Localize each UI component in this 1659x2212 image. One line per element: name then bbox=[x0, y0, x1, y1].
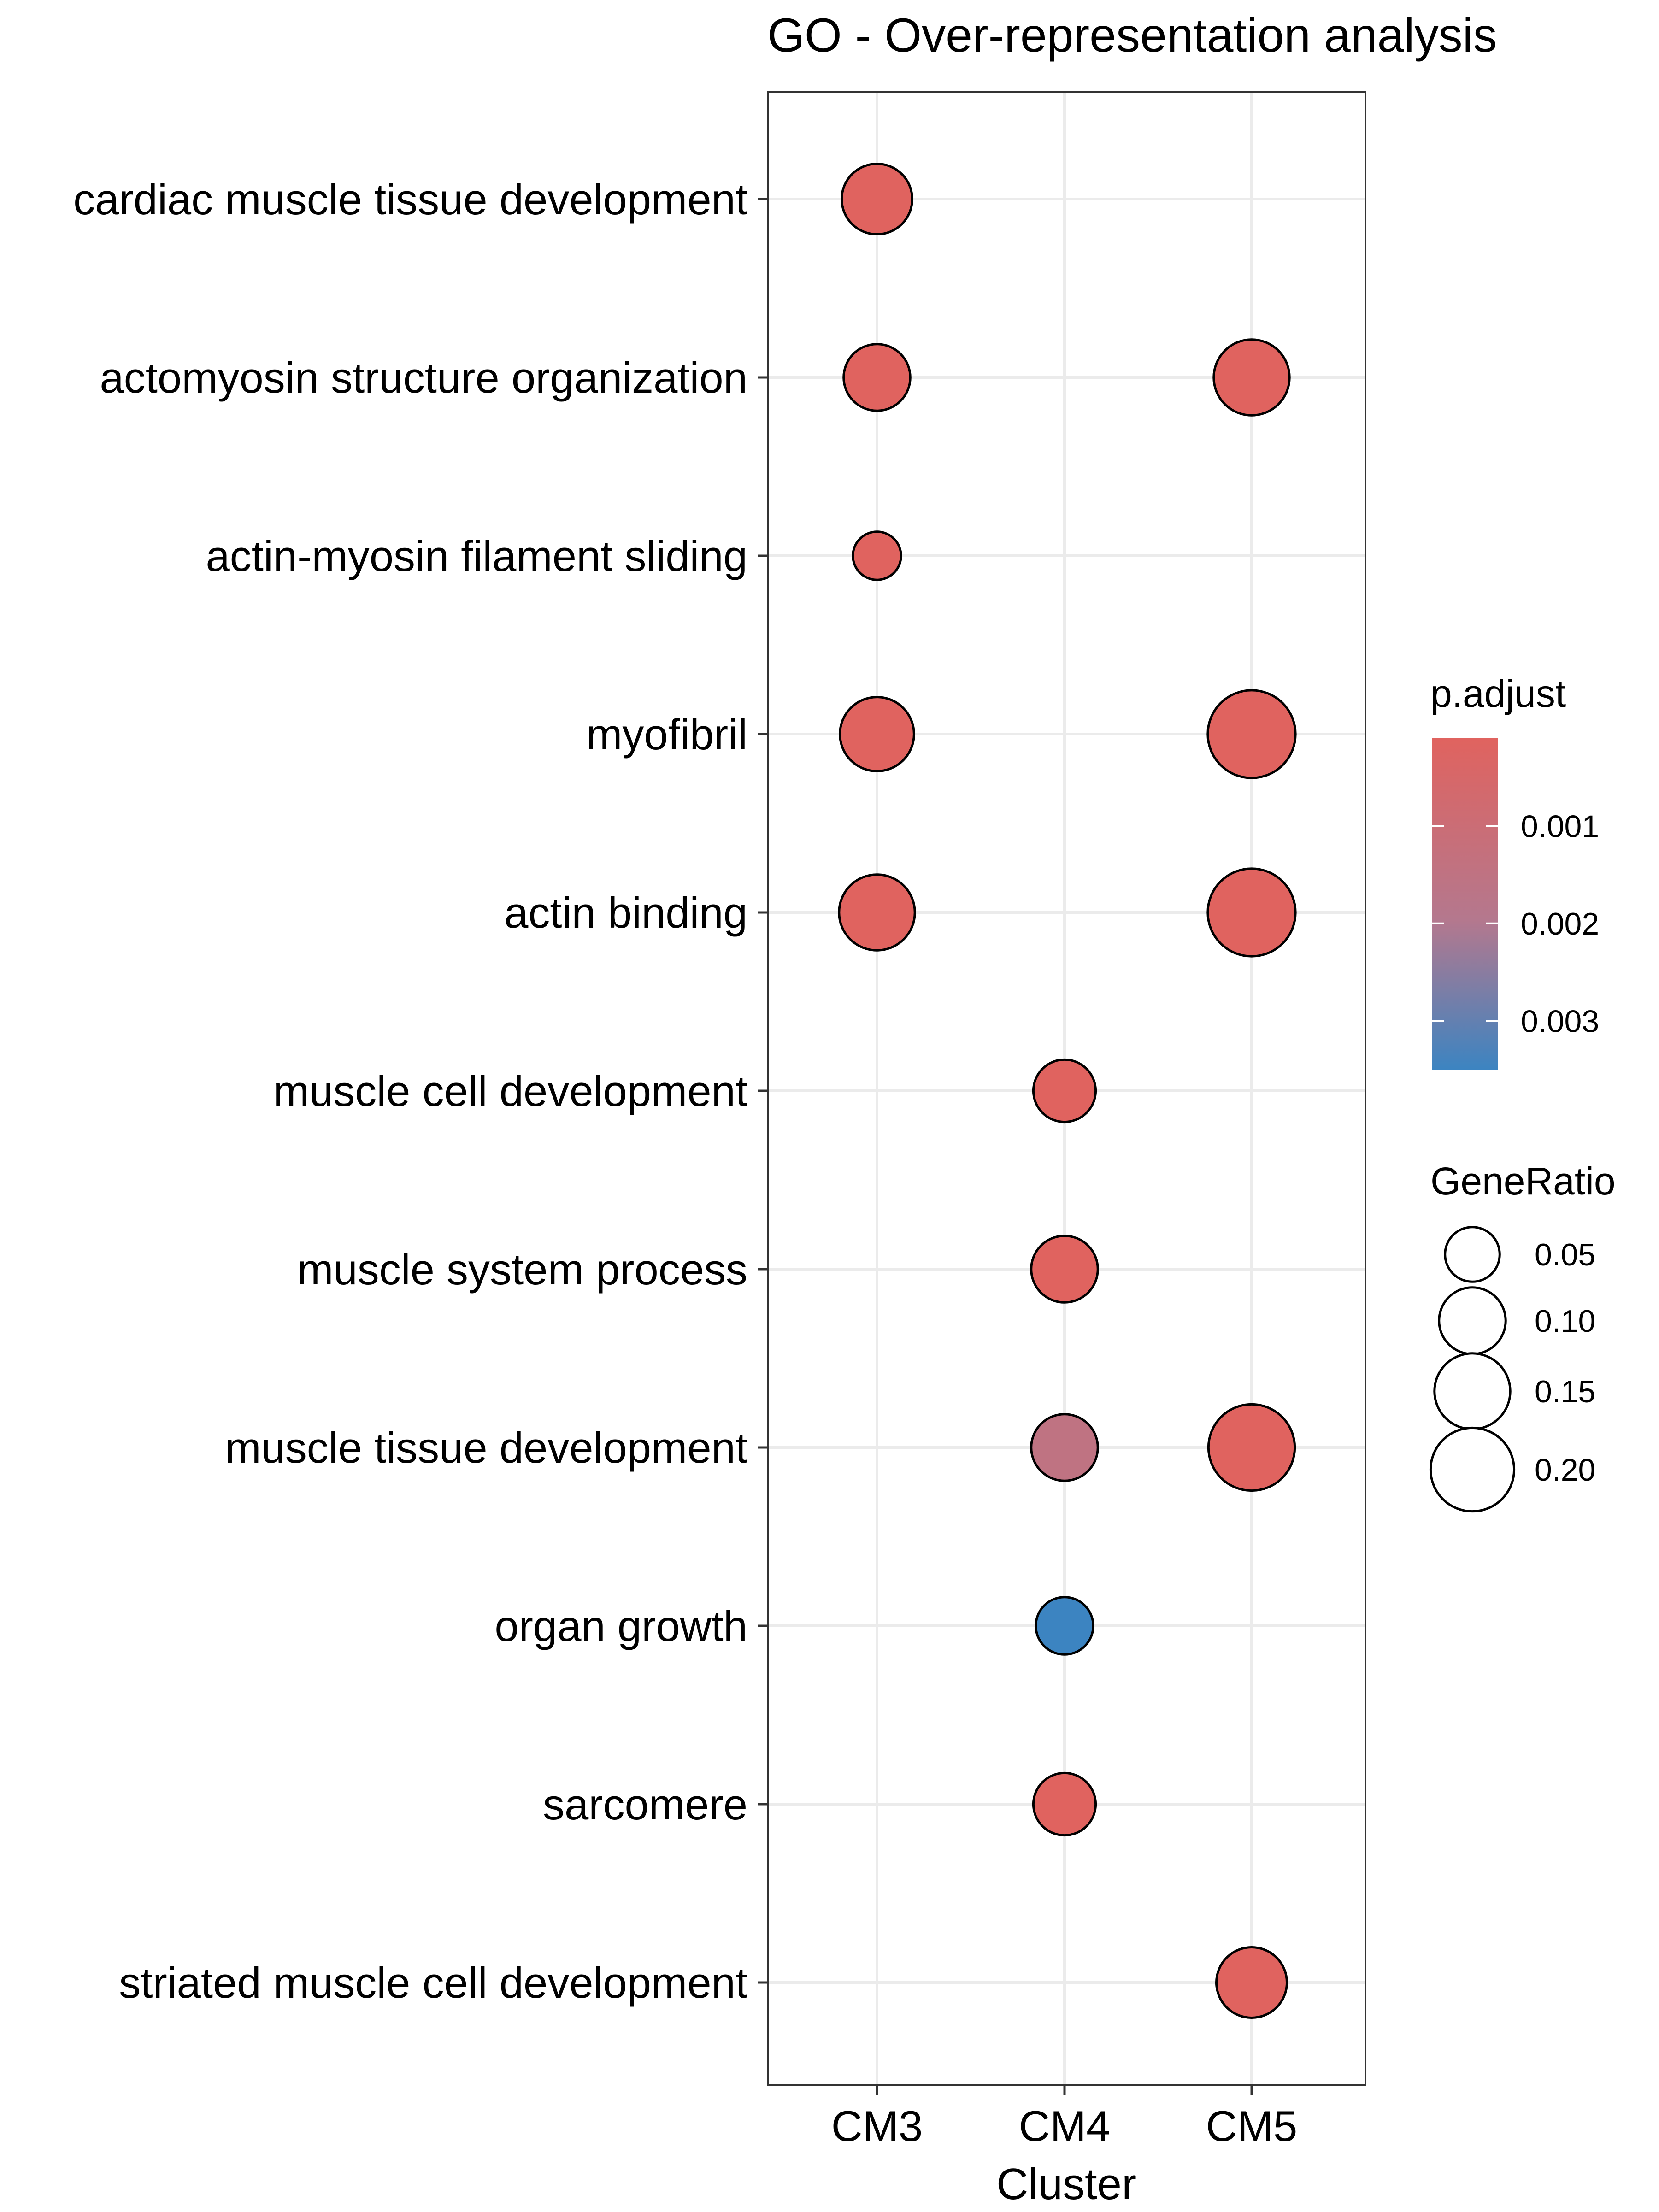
gene-ratio-entries: 0.05 0.10 0.15 0.20 bbox=[1429, 1226, 1595, 1513]
point-cm4-muscle-system-process bbox=[1030, 1235, 1099, 1304]
point-cm3-actin-myosin-filament-sliding bbox=[852, 530, 902, 581]
point-cm3-cardiac-muscle-tissue-development bbox=[841, 163, 913, 235]
x-axis-title: Cluster bbox=[996, 2159, 1136, 2209]
p-adjust-tick-label: 0.003 bbox=[1521, 1004, 1599, 1039]
y-axis: cardiac muscle tissue development actomyo… bbox=[73, 175, 768, 2007]
point-cm5-myofibril bbox=[1206, 689, 1297, 779]
point-cm5-striated-muscle-cell-development bbox=[1215, 1946, 1288, 2019]
y-tick-label: organ growth bbox=[494, 1602, 747, 1650]
p-adjust-legend-title: p.adjust bbox=[1430, 672, 1566, 715]
gene-ratio-key-circle bbox=[1429, 1426, 1516, 1513]
y-tick-label: actin binding bbox=[504, 888, 747, 937]
y-tick-label: muscle cell development bbox=[273, 1067, 747, 1115]
point-cm4-organ-growth bbox=[1035, 1596, 1094, 1656]
point-cm5-actin-binding bbox=[1206, 867, 1297, 958]
chart-title: GO - Over-representation analysis bbox=[767, 9, 1497, 62]
p-adjust-tick-label: 0.001 bbox=[1521, 809, 1599, 844]
p-adjust-colorbar bbox=[1432, 738, 1498, 1070]
y-tick-label: myofibril bbox=[586, 710, 747, 759]
gene-ratio-legend-title: GeneRatio bbox=[1430, 1159, 1616, 1203]
x-tick-label: CM5 bbox=[1206, 2102, 1297, 2150]
gene-ratio-key-circle bbox=[1444, 1226, 1501, 1283]
point-cm4-muscle-tissue-development bbox=[1030, 1413, 1099, 1482]
y-tick-label: striated muscle cell development bbox=[119, 1959, 747, 2007]
gene-ratio-key-label: 0.10 bbox=[1535, 1304, 1595, 1339]
p-adjust-ticks: 0.001 0.002 0.003 bbox=[1432, 809, 1599, 1039]
p-adjust-tick-label: 0.002 bbox=[1521, 906, 1599, 941]
y-tick-label: actomyosin structure organization bbox=[100, 353, 747, 402]
gene-ratio-key-label: 0.05 bbox=[1535, 1237, 1595, 1272]
y-tick-label: sarcomere bbox=[543, 1780, 747, 1829]
point-cm5-actomyosin-structure-organization bbox=[1212, 338, 1291, 417]
point-cm3-myofibril bbox=[839, 696, 915, 772]
point-cm4-muscle-cell-development bbox=[1032, 1058, 1097, 1124]
gene-ratio-key-circle bbox=[1438, 1286, 1507, 1355]
y-tick-label: muscle tissue development bbox=[225, 1424, 747, 1472]
p-adjust-legend: p.adjust 0.001 0.002 0.003 bbox=[1430, 672, 1599, 1070]
gene-ratio-key-label: 0.15 bbox=[1535, 1374, 1595, 1409]
y-tick-label: actin-myosin filament sliding bbox=[206, 532, 747, 580]
gene-ratio-key-label: 0.20 bbox=[1535, 1453, 1595, 1488]
y-tick-label: muscle system process bbox=[297, 1245, 747, 1294]
x-tick-label: CM4 bbox=[1019, 2102, 1110, 2150]
data-points bbox=[838, 163, 1297, 2019]
point-cm4-sarcomere bbox=[1032, 1771, 1097, 1837]
y-tick-label: cardiac muscle tissue development bbox=[73, 175, 747, 224]
gene-ratio-legend: GeneRatio 0.05 0.10 0.15 0.20 bbox=[1429, 1159, 1616, 1513]
point-cm3-actomyosin-structure-organization bbox=[842, 343, 912, 412]
x-tick-label: CM3 bbox=[831, 2102, 923, 2150]
gene-ratio-key-circle bbox=[1433, 1352, 1512, 1430]
x-axis: CM3 CM4 CM5 bbox=[831, 2085, 1297, 2150]
plot-panel-border bbox=[767, 91, 1366, 2086]
point-cm5-muscle-tissue-development bbox=[1207, 1403, 1296, 1492]
point-cm3-actin-binding bbox=[838, 873, 916, 952]
